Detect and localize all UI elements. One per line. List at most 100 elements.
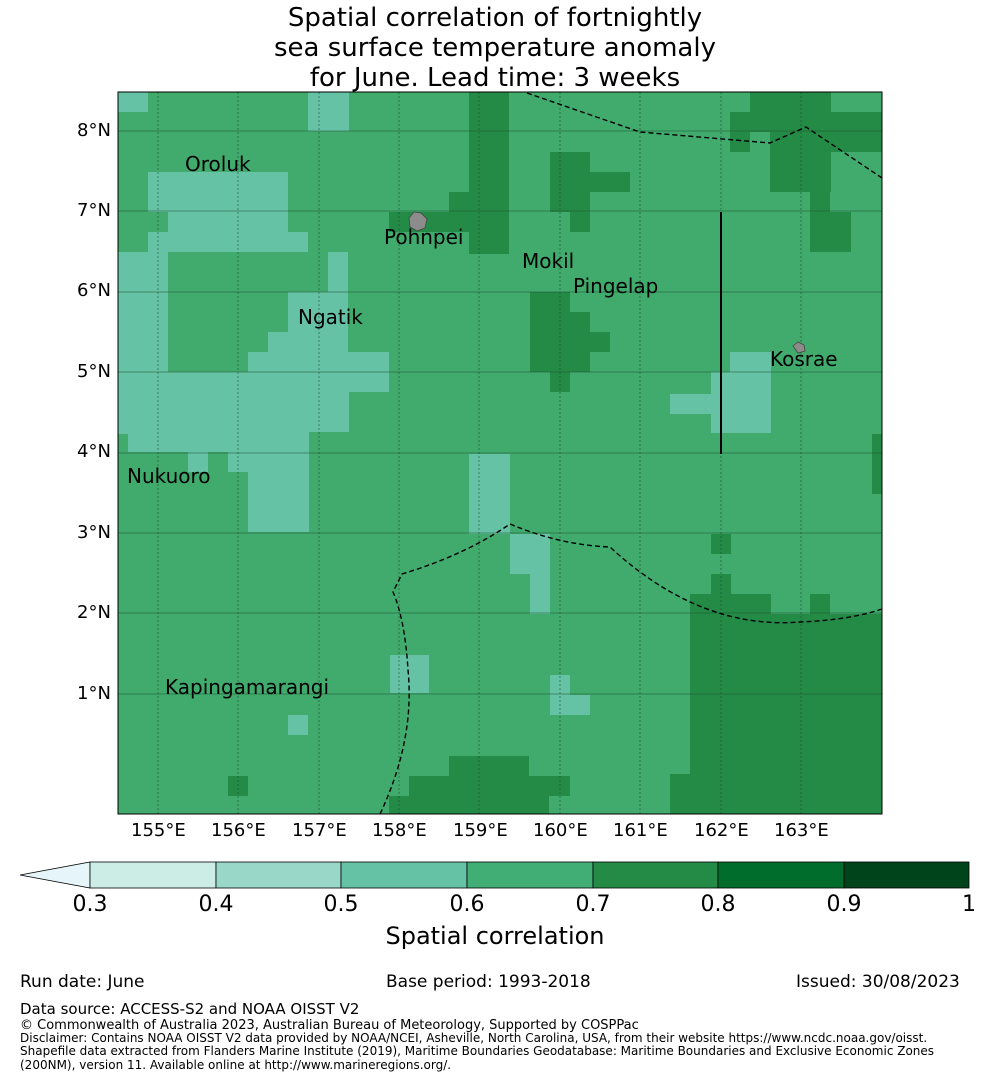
lon-label-157e: 157°E: [292, 820, 347, 841]
correlation-cell-high: [118, 92, 148, 112]
data-source: Data source: ACCESS-S2 and NOAA OISST V2: [20, 1000, 360, 1018]
colorbar-tick-0-8: 0.8: [700, 892, 736, 917]
correlation-cell-high: [168, 212, 288, 232]
correlation-cell-high: [228, 452, 309, 472]
correlation-cell-very-high: [730, 112, 882, 132]
chart-title: Spatial correlation of fortnightly sea s…: [0, 3, 990, 93]
correlation-cell-very-high: [690, 594, 771, 614]
correlation-cell-very-high: [449, 192, 469, 212]
map-frame: [117, 91, 883, 815]
colorbar-tick-0-4: 0.4: [198, 892, 234, 917]
correlation-cell-high: [730, 352, 771, 433]
colorbar-tick-0-3: 0.3: [72, 892, 108, 917]
title-line-1: Spatial correlation of fortnightly: [287, 3, 703, 33]
lon-label-162e: 162°E: [694, 820, 749, 841]
run-date: Run date: June: [20, 972, 145, 992]
correlation-cell-very-high: [810, 212, 851, 252]
place-label-pingelap: Pingelap: [573, 274, 659, 298]
correlation-cell-very-high: [730, 132, 750, 152]
colorbar-swatch: [717, 861, 845, 889]
map-gridlines: [118, 92, 882, 814]
correlation-cell-very-high: [570, 312, 590, 372]
colorbar-swatch: [592, 861, 719, 889]
correlation-cell-high: [469, 454, 510, 534]
correlation-cell-very-high: [570, 212, 590, 232]
colorbar-swatches: [19, 861, 970, 889]
correlation-cell-very-high: [690, 614, 882, 814]
correlation-cell-high: [510, 534, 550, 574]
lat-label-7n: 7°N: [77, 200, 111, 221]
lat-label-8n: 8°N: [77, 120, 111, 141]
colorbar-tick-0-5: 0.5: [323, 892, 359, 917]
colorbar-tick-0-7: 0.7: [575, 892, 611, 917]
lon-label-156e: 156°E: [211, 820, 266, 841]
eez-boundaries: [379, 92, 883, 815]
base-period: Base period: 1993-2018: [386, 972, 591, 992]
islands: [408, 211, 806, 354]
colorbar-swatch: [843, 861, 970, 889]
lat-label-5n: 5°N: [77, 361, 111, 382]
correlation-cell-very-high: [409, 776, 570, 796]
lat-label-6n: 6°N: [77, 280, 111, 301]
correlation-cell-high: [530, 574, 550, 614]
correlation-cell-very-high: [530, 292, 570, 372]
colorbar-label: Spatial correlation: [385, 922, 605, 950]
lon-label-159e: 159°E: [453, 820, 508, 841]
correlation-cell-very-high: [750, 92, 831, 112]
disclaimer-line-1: Disclaimer: Contains NOAA OISST V2 data …: [20, 1031, 928, 1045]
correlation-cell-high: [148, 172, 288, 212]
correlation-cell-very-high: [690, 754, 710, 774]
correlation-cell-very-high: [590, 332, 610, 352]
correlation-cell-high: [118, 252, 168, 434]
correlation-cell-very-high: [449, 756, 529, 776]
colorbar-swatch: [466, 861, 594, 889]
lat-label-1n: 1°N: [77, 683, 111, 704]
correlation-cell-high: [288, 715, 308, 735]
correlation-cell-high: [148, 232, 308, 252]
correlation-cell-high: [188, 452, 208, 472]
disclaimer-line-3: (200NM), version 11. Available online at…: [20, 1058, 452, 1072]
correlation-cell-very-high: [590, 172, 630, 192]
title-line-3: for June. Lead time: 3 weeks: [309, 63, 681, 93]
colorbar-tick-0-9: 0.9: [826, 892, 862, 917]
correlation-cell-very-high: [770, 132, 831, 192]
correlation-cell-high: [248, 472, 309, 532]
colorbar-tick-1: 1: [962, 892, 976, 917]
colorbar-swatch: [340, 861, 468, 889]
correlation-cell-high: [128, 432, 309, 452]
correlation-cell-very-high: [389, 796, 549, 814]
lat-label-3n: 3°N: [77, 522, 111, 543]
disclaimer-line-2: Shapefile data extracted from Flanders M…: [20, 1044, 935, 1058]
copyright-notice: © Commonwealth of Australia 2023, Austra…: [20, 1018, 639, 1033]
correlation-cell-very-high: [469, 92, 509, 254]
lon-label-163e: 163°E: [774, 820, 829, 841]
lat-label-2n: 2°N: [77, 602, 111, 623]
place-label-kosrae: Kosrae: [770, 347, 838, 371]
correlation-cell-high: [308, 92, 349, 131]
correlation-cell-high: [550, 695, 590, 715]
colorbar-swatch: [215, 861, 342, 889]
correlation-map: [117, 91, 883, 815]
correlation-cell-very-high: [810, 594, 830, 614]
correlation-cell-high: [168, 372, 349, 432]
lon-label-158e: 158°E: [372, 820, 427, 841]
place-label-pohnpei: Pohnpei: [384, 225, 464, 249]
correlation-cell-very-high: [389, 212, 469, 232]
colorbar-extend-arrow: [19, 861, 91, 889]
correlation-cell-very-high: [670, 774, 690, 814]
issued-date: Issued: 30/08/2023: [796, 972, 960, 992]
place-label-mokil: Mokil: [522, 249, 575, 273]
kosrae-island-shape: [792, 341, 806, 354]
lon-label-160e: 160°E: [533, 820, 588, 841]
correlation-cell-very-high: [831, 132, 882, 152]
eez-boundary-south: [379, 523, 883, 815]
place-label-nukuoro: Nukuoro: [127, 464, 211, 488]
colorbar-tick-0-6: 0.6: [449, 892, 485, 917]
title-line-2: sea surface temperature anomaly: [274, 33, 716, 63]
place-label-kapingamarangi: Kapingamarangi: [165, 675, 330, 699]
eez-boundary-north: [526, 92, 883, 179]
correlation-cell-very-high: [872, 434, 882, 494]
lon-label-161e: 161°E: [613, 820, 668, 841]
lat-label-4n: 4°N: [77, 441, 111, 462]
place-label-ngatik: Ngatik: [298, 305, 363, 329]
